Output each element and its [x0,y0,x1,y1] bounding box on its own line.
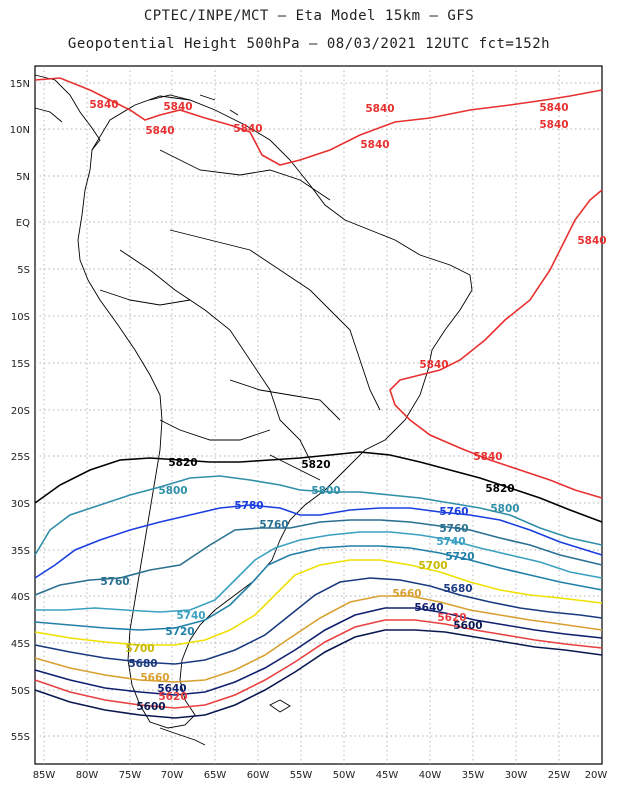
map-title-line2: Geopotential Height 500hPa – 08/03/2021 … [67,36,551,52]
contour-5640 [34,607,603,696]
falklands [269,699,291,713]
label-5840: 5840 [577,235,606,247]
map-frame [34,65,603,765]
lon-label: 70W [161,770,184,781]
label-5660: 5660 [140,672,169,684]
lon-label: 40W [419,770,442,781]
contour-5660 [34,595,603,683]
contour-labels: 5840 5840 5840 5840 5840 5840 5840 5840 … [89,99,606,713]
label-5600: 5600 [453,620,482,632]
contour-5840 [34,77,603,166]
label-5740: 5740 [436,536,465,548]
lon-label: 75W [119,770,142,781]
label-5620: 5620 [437,612,466,624]
lat-label: EQ [16,218,30,229]
label-5720: 5720 [165,626,194,638]
coastlines-and-borders [34,74,473,746]
contour-5820 [34,451,603,523]
label-5840: 5840 [360,139,389,151]
lon-label: 60W [247,770,270,781]
label-5640: 5640 [157,683,186,695]
lat-label: 40S [11,592,30,603]
label-5760-west: 5760 [100,576,129,588]
contour-5800 [34,475,603,556]
lon-label: 25W [548,770,571,781]
label-5840: 5840 [473,451,502,463]
contour-5600 [34,629,603,719]
lat-label: 5S [17,265,30,276]
lat-label: 15N [10,79,30,90]
contour-5840-east [389,189,603,499]
lon-label: 50W [333,770,356,781]
label-5680: 5680 [128,658,157,670]
lon-label: 20W [585,770,608,781]
label-5840: 5840 [145,125,174,137]
label-5840: 5840 [163,101,192,113]
lon-axis: 85W 80W 75W 70W 65W 60W 55W 50W 45W 40W … [33,770,608,781]
contour-5780 [34,504,603,579]
graticule [35,66,602,764]
lon-label: 55W [290,770,313,781]
label-5760: 5760 [259,519,288,531]
label-5820: 5820 [301,459,330,471]
central-america-coastline [34,74,101,151]
label-5720: 5720 [445,551,474,563]
contour-lines [34,77,603,719]
label-5840: 5840 [89,99,118,111]
lat-label: 35S [11,546,30,557]
label-5740: 5740 [176,610,205,622]
lat-label: 25S [11,452,30,463]
label-5800: 5800 [158,485,187,497]
label-5620: 5620 [158,691,187,703]
label-5840: 5840 [539,102,568,114]
lat-label: 30S [11,499,30,510]
label-5660: 5660 [392,588,421,600]
tierra-del-fuego [159,727,206,746]
label-5760: 5760 [439,523,468,535]
contour-5700 [34,559,603,646]
lon-label: 35W [462,770,485,781]
contour-5680 [34,577,603,665]
lon-label: 85W [33,770,56,781]
label-5820: 5820 [485,483,514,495]
label-5800: 5800 [311,485,340,497]
lon-label: 45W [376,770,399,781]
caribbean-islands [149,94,239,116]
label-5700: 5700 [418,560,447,572]
lat-label: 10S [11,312,30,323]
lat-label: 55S [11,732,30,743]
lat-label: 15S [11,359,30,370]
contour-5720 [34,545,603,631]
label-5700: 5700 [125,643,154,655]
lat-label: 45S [11,639,30,650]
label-5780: 5760 [439,506,468,518]
label-5840: 5840 [233,123,262,135]
lat-label: 20S [11,406,30,417]
label-5820: 5820 [168,457,197,469]
label-5780: 5780 [234,500,263,512]
label-5600: 5600 [136,701,165,713]
lon-label: 65W [204,770,227,781]
label-5840: 5840 [419,359,448,371]
label-5640: 5640 [414,602,443,614]
lon-label: 80W [76,770,99,781]
lat-label: 50S [11,686,30,697]
lat-label: 5N [16,172,30,183]
south-america-coastline [77,95,473,729]
map-title-line1: CPTEC/INPE/MCT – Eta Model 15km – GFS [143,8,475,24]
lat-axis: 15N 10N 5N EQ 5S 10S 15S 20S 25S 30S 35S… [10,79,30,743]
label-5680: 5680 [443,583,472,595]
label-5840: 5840 [539,119,568,131]
lon-label: 30W [505,770,528,781]
contour-5620 [34,619,603,709]
contour-5740 [35,531,603,613]
label-5800: 5800 [490,503,519,515]
lat-label: 10N [10,125,30,136]
label-5840: 5840 [365,103,394,115]
country-borders [99,149,381,481]
contour-5760 [34,519,603,596]
